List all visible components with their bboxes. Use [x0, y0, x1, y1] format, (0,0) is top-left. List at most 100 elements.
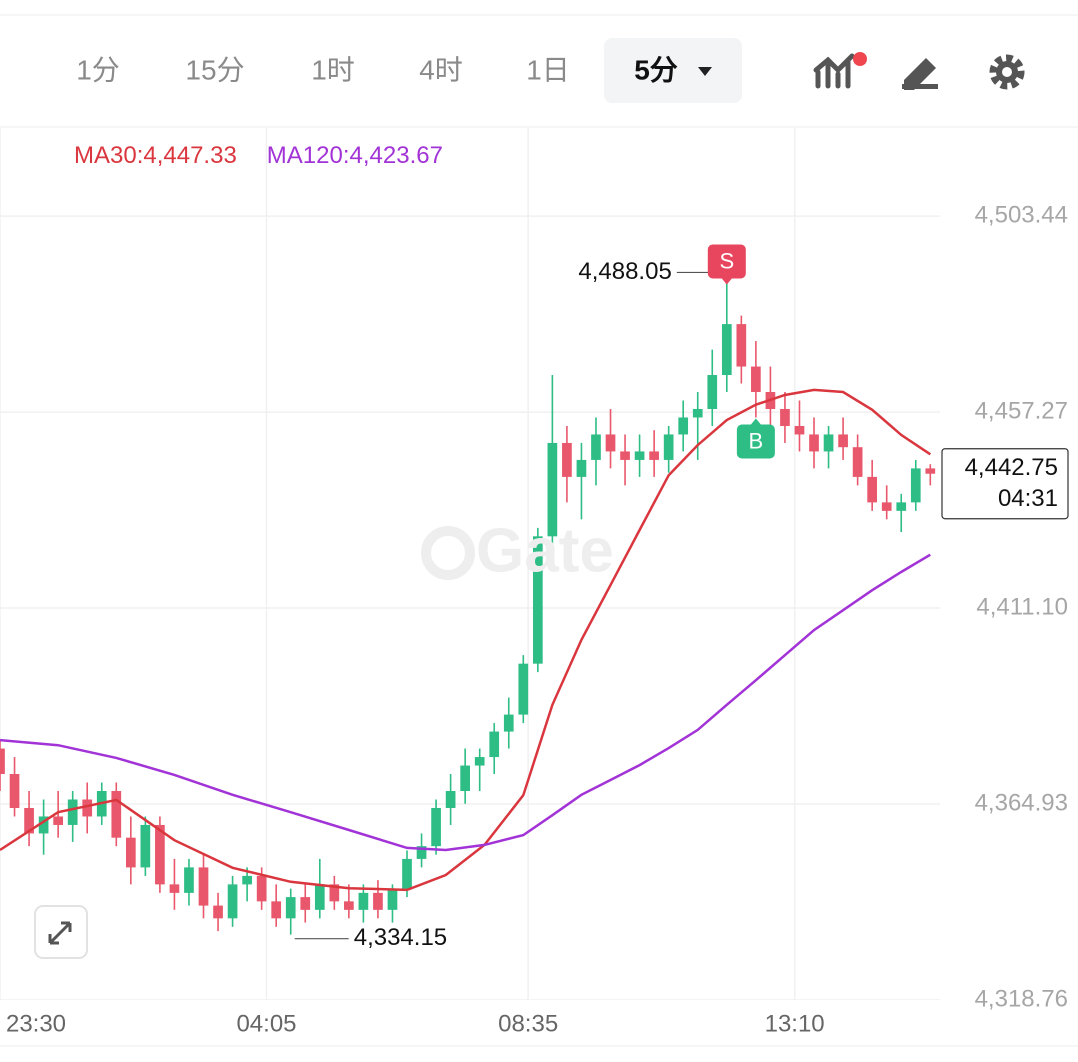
candle-body — [402, 858, 412, 889]
candle-body — [82, 799, 93, 817]
legend-entry: MA30:4,447.33 — [74, 142, 237, 169]
candle-body — [184, 867, 194, 893]
last-price: 4,442.75 — [965, 454, 1058, 481]
candle-body — [707, 375, 718, 409]
signal-pointer — [750, 418, 761, 425]
candle-body — [0, 748, 5, 775]
candle-body — [387, 888, 398, 910]
candle-body — [242, 875, 252, 885]
draw-icon[interactable] — [902, 58, 938, 90]
candle-body — [605, 434, 616, 452]
candle-body — [881, 502, 892, 511]
candle-body — [809, 434, 819, 452]
signal-pointer — [721, 278, 732, 285]
candle-body — [562, 442, 572, 477]
interval-tab[interactable]: 1日 — [526, 54, 570, 85]
candle-body — [140, 824, 151, 868]
ma-line — [0, 388, 931, 892]
signal-label: S — [719, 248, 734, 273]
signal-marker — [707, 244, 746, 279]
candle-body — [721, 324, 732, 376]
signal-label: B — [749, 428, 764, 453]
settings-icon[interactable] — [989, 54, 1025, 90]
candle-body — [634, 451, 645, 460]
candle-body — [169, 884, 180, 893]
y-tick-label: 4,503.44 — [975, 201, 1068, 228]
candle-body — [649, 451, 659, 460]
countdown: 04:31 — [998, 485, 1058, 512]
candle-body — [373, 892, 383, 910]
candle-body — [358, 892, 369, 910]
y-tick-label: 4,411.10 — [976, 593, 1068, 620]
candle-body — [518, 663, 529, 715]
selected-interval[interactable]: 5分 — [634, 54, 678, 85]
candle-body — [532, 536, 543, 664]
candle-body — [300, 897, 311, 910]
candle-body — [9, 774, 20, 808]
candle-body — [678, 417, 689, 435]
candle-body — [867, 476, 878, 503]
selected-tab-bg[interactable] — [604, 38, 742, 103]
candle-body — [431, 807, 441, 847]
y-tick-label: 4,318.76 — [975, 985, 1068, 1012]
candle-body — [751, 366, 761, 393]
candle-body — [67, 799, 78, 825]
interval-tab[interactable]: 1时 — [311, 54, 355, 85]
interval-tab[interactable]: 15分 — [185, 54, 244, 85]
candle-body — [227, 884, 238, 919]
expand-icon — [48, 921, 72, 945]
dropdown-arrow[interactable] — [698, 67, 712, 76]
candle-body — [591, 434, 601, 460]
candle-body — [24, 807, 34, 834]
y-tick-label: 4,364.93 — [975, 789, 1068, 816]
candle-body — [780, 408, 790, 426]
candle-body — [925, 468, 936, 474]
candle-body — [823, 434, 834, 452]
x-tick-label: 08:35 — [498, 1010, 558, 1037]
candle-body — [620, 451, 630, 460]
candle-body — [838, 434, 848, 448]
candle-body — [111, 790, 122, 838]
indicator-icon[interactable] — [813, 52, 867, 89]
candle-body — [344, 901, 354, 910]
candle-body — [256, 875, 267, 902]
x-tick-label: 13:10 — [765, 1010, 825, 1037]
legend-entry: MA120:4,423.67 — [267, 142, 443, 169]
candle-body — [503, 714, 514, 732]
candle-body — [489, 731, 500, 758]
candle-body — [852, 447, 863, 477]
candle-body — [474, 757, 485, 766]
signal-marker — [736, 424, 775, 459]
candle-body — [736, 324, 747, 367]
candle-body — [794, 425, 805, 435]
legend: MA30:4,447.33 MA120:4,423.67 — [74, 142, 443, 169]
candle-body — [460, 765, 470, 791]
candle-body — [38, 816, 49, 834]
candle-body — [271, 901, 282, 919]
watermark-logo — [421, 526, 475, 580]
candle-body — [198, 867, 209, 906]
interval-tab[interactable]: 4时 — [419, 54, 463, 85]
x-tick-label: 23:30 — [6, 1010, 66, 1037]
last-price-box — [941, 448, 1069, 520]
candle-body — [547, 442, 558, 537]
candle-body — [285, 897, 296, 919]
candle-body — [692, 408, 703, 418]
high-label: 4,488.05 — [578, 258, 671, 285]
low-label: 4,334.15 — [354, 924, 447, 951]
candle-body — [896, 502, 907, 511]
candle-body — [910, 468, 921, 503]
candle-body — [53, 816, 63, 825]
ma-line — [0, 553, 931, 852]
candle-body — [155, 824, 165, 885]
candle-body — [416, 846, 427, 859]
candle-body — [314, 884, 325, 910]
candle-body — [445, 790, 456, 808]
x-tick-label: 04:05 — [236, 1010, 296, 1037]
y-tick-label: 4,457.27 — [975, 397, 1068, 424]
candle-body — [576, 459, 587, 477]
candle-body — [213, 905, 223, 919]
interval-tab[interactable]: 1分 — [76, 54, 120, 85]
